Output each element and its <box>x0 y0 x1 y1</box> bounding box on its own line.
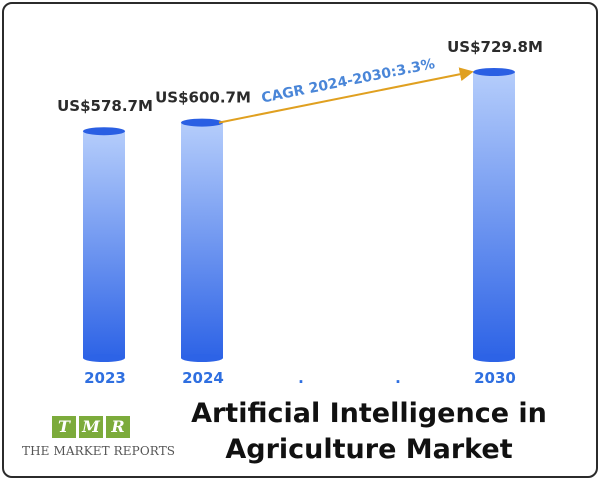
x-tick-label: . <box>298 369 304 387</box>
bar-base <box>473 354 515 362</box>
brand-name: THE MARKET REPORTS <box>22 444 176 458</box>
chart-title-line: Agriculture Market <box>225 434 513 465</box>
logo-letter: T <box>52 416 76 438</box>
bar-2030 <box>473 68 515 362</box>
chart-title: Artificial Intelligence in Agriculture M… <box>154 396 584 468</box>
value-label: US$600.7M <box>155 89 251 107</box>
chart-title-line: Artificial Intelligence in <box>191 398 547 429</box>
bar-cap <box>181 118 223 127</box>
bar-body <box>83 131 125 358</box>
logo-letter: M <box>79 416 103 438</box>
cagr-arrow <box>218 67 474 124</box>
bar-body <box>181 122 223 358</box>
value-label: US$729.8M <box>447 38 543 56</box>
x-tick-label: 2024 <box>182 369 224 387</box>
logo-letter: R <box>106 416 130 438</box>
bar-body <box>473 72 515 358</box>
bar-2023 <box>83 127 125 362</box>
value-label: US$578.7M <box>57 97 153 115</box>
bar-chart: CAGR 2024-2030:3.3% US$578.7M 2023 US$600.… <box>57 38 543 387</box>
x-tick-label: 2030 <box>474 369 516 387</box>
bar-2024 <box>181 118 223 362</box>
bar-base <box>83 354 125 362</box>
bar-cap <box>83 127 125 136</box>
bar-base <box>181 354 223 362</box>
x-tick-label: 2023 <box>84 369 126 387</box>
cagr-label: CAGR 2024-2030:3.3% <box>260 56 436 106</box>
x-tick-label: . <box>395 369 401 387</box>
bar-cap <box>473 68 515 76</box>
